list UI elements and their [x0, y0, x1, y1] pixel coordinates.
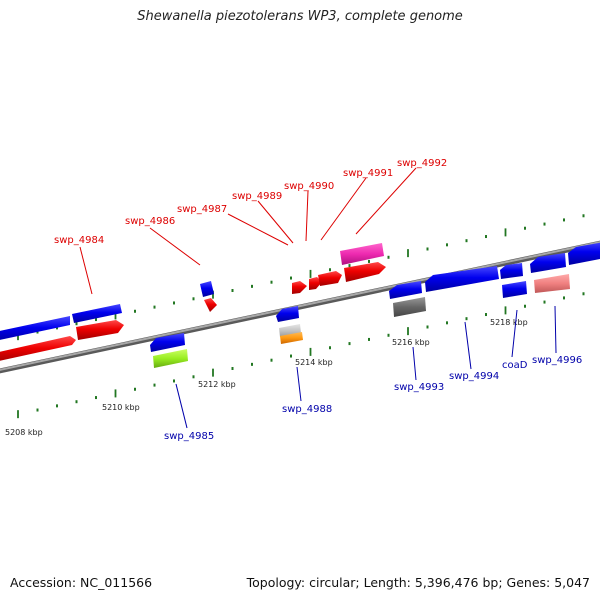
gene-feature[interactable] [276, 306, 299, 322]
ruler-label: 5218 kbp [490, 318, 528, 327]
forward-strand-genes [0, 243, 386, 363]
gene-label[interactable]: swp_4988 [282, 404, 332, 415]
gene-feature[interactable] [393, 297, 426, 317]
map-title: Shewanella piezotolerans WP3, complete g… [137, 9, 463, 24]
genome-summary: Topology: circular; Length: 5,396,476 bp… [246, 575, 590, 590]
gene-label[interactable]: swp_4986 [125, 216, 175, 227]
gene-feature[interactable] [72, 304, 122, 323]
gene-feature[interactable] [344, 262, 386, 282]
gene-feature[interactable] [425, 266, 499, 292]
gene-label[interactable]: swp_4996 [532, 355, 582, 366]
gene-feature[interactable] [318, 271, 342, 286]
gene-feature[interactable] [153, 349, 188, 368]
ruler-label: 5208 kbp [5, 428, 43, 437]
gene-feature[interactable] [502, 281, 527, 298]
gene-label[interactable]: swp_4984 [54, 235, 104, 246]
gene-feature[interactable] [0, 336, 76, 363]
gene-label[interactable]: swp_4991 [343, 168, 393, 179]
forward-gene-labels: swp_4984 swp_4986 swp_4987 swp_4989 swp_… [54, 158, 447, 295]
gene-feature[interactable] [309, 277, 322, 290]
gene-label[interactable]: swp_4985 [164, 431, 214, 442]
gene-feature[interactable] [500, 263, 523, 279]
gene-feature[interactable] [76, 320, 124, 340]
gene-feature[interactable] [150, 333, 185, 352]
gene-label[interactable]: swp_4994 [449, 371, 499, 382]
gene-feature[interactable] [389, 281, 422, 299]
gene-label[interactable]: swp_4992 [397, 158, 447, 169]
gene-label[interactable]: swp_4990 [284, 181, 334, 192]
ruler: 5208 kbp 5210 kbp 5212 kbp 5214 kbp 5216… [5, 318, 528, 437]
gene-feature[interactable] [530, 253, 566, 273]
genome-backbone [0, 240, 600, 374]
ruler-label: 5212 kbp [198, 380, 236, 389]
gene-label[interactable]: swp_4987 [177, 204, 227, 215]
ruler-label: 5210 kbp [102, 403, 140, 412]
gene-label[interactable]: swp_4993 [394, 382, 444, 393]
gene-feature[interactable] [200, 281, 214, 297]
gene-feature[interactable] [280, 332, 303, 344]
gene-feature[interactable] [568, 241, 600, 265]
gene-feature[interactable] [534, 274, 570, 293]
reverse-gene-labels: swp_4985 swp_4988 swp_4993 swp_4994 coaD… [164, 305, 582, 442]
gene-feature[interactable] [0, 316, 70, 342]
ruler-label: 5216 kbp [392, 338, 430, 347]
gene-feature[interactable] [340, 243, 384, 265]
ruler-label: 5214 kbp [295, 358, 333, 367]
gene-label[interactable]: swp_4989 [232, 191, 282, 202]
reverse-strand-genes [150, 241, 600, 368]
gene-label[interactable]: coaD [502, 360, 528, 371]
accession-label: Accession: NC_011566 [10, 575, 153, 590]
gene-feature[interactable] [292, 281, 307, 294]
gene-feature[interactable] [204, 298, 217, 312]
